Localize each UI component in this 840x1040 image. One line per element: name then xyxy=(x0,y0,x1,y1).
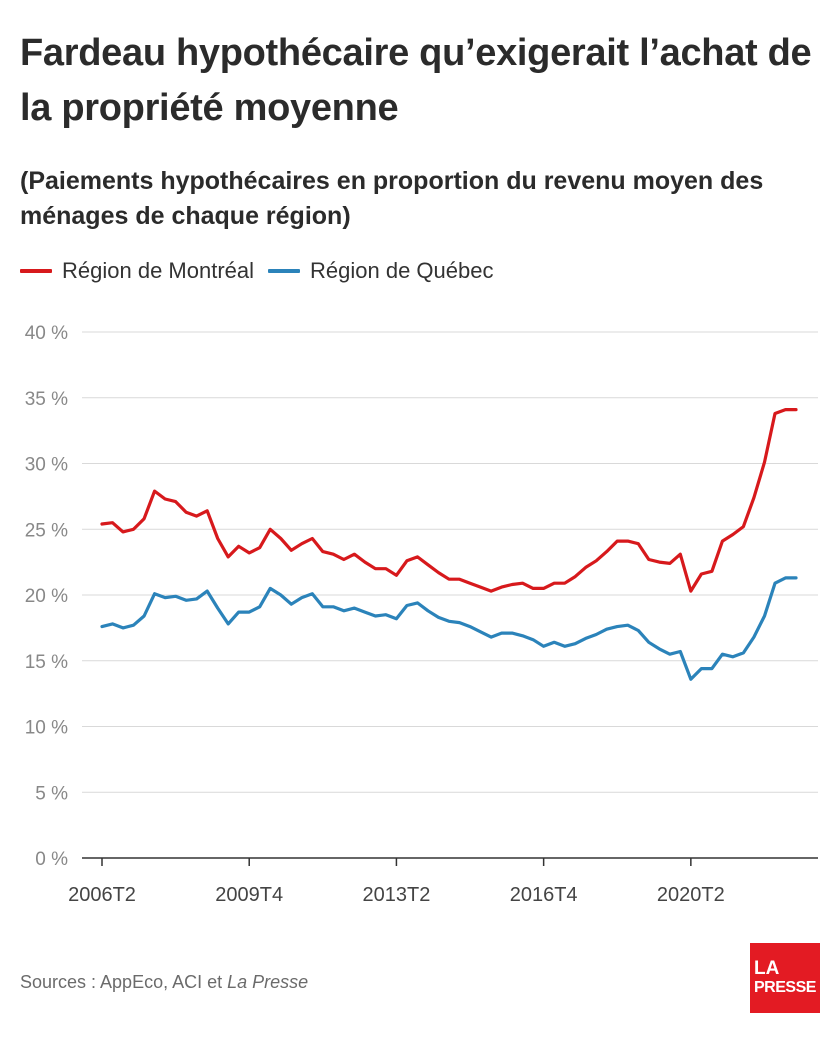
y-tick-label: 30 % xyxy=(25,455,68,476)
legend-item-quebec: Région de Québec xyxy=(268,258,493,284)
legend-swatch-montreal xyxy=(20,269,52,273)
x-tick-label: 2016T4 xyxy=(510,884,578,906)
source-prefix: Sources : AppEco, ACI et xyxy=(20,972,228,992)
source-note: Sources : AppEco, ACI et La Presse xyxy=(20,972,308,993)
logo-line-2: PRESSE xyxy=(754,979,816,996)
y-tick-label: 20 % xyxy=(25,586,68,607)
y-tick-label: 25 % xyxy=(25,520,68,541)
y-tick-label: 0 % xyxy=(35,849,68,870)
logo-line-1: LA xyxy=(754,958,780,979)
line-chart: 0 % 5 % 10 % 15 % 20 % 25 % 30 % 35 % 40 % 2006T2… xyxy=(25,323,818,906)
series-line-montreal xyxy=(100,408,798,593)
x-tick-label: 2009T4 xyxy=(215,884,283,906)
y-tick-label: 15 % xyxy=(25,652,68,673)
x-tick-label: 2006T2 xyxy=(68,884,136,906)
chart-subtitle: (Paiements hypothécaires en proportion d… xyxy=(20,167,764,230)
y-tick-label: 10 % xyxy=(25,718,68,739)
y-tick-label: 5 % xyxy=(35,783,68,804)
chart-title: Fardeau hypothécaire qu’exigerait l’acha… xyxy=(20,32,812,129)
legend-swatch-quebec xyxy=(268,269,301,273)
source-publication: La Presse xyxy=(227,972,309,992)
series-line-quebec xyxy=(100,576,798,681)
x-tick-label: 2013T2 xyxy=(363,884,431,906)
la-presse-logo: LA PRESSE xyxy=(750,943,820,1013)
legend-label-quebec: Région de Québec xyxy=(310,258,494,283)
legend-label-montreal: Région de Montréal xyxy=(62,258,255,283)
y-tick-label: 35 % xyxy=(25,389,68,410)
y-tick-label: 40 % xyxy=(25,323,68,344)
legend: Région de Montréal Région de Québec xyxy=(20,256,507,286)
legend-item-montreal: Région de Montréal xyxy=(20,258,254,284)
x-tick-label: 2020T2 xyxy=(657,884,725,906)
